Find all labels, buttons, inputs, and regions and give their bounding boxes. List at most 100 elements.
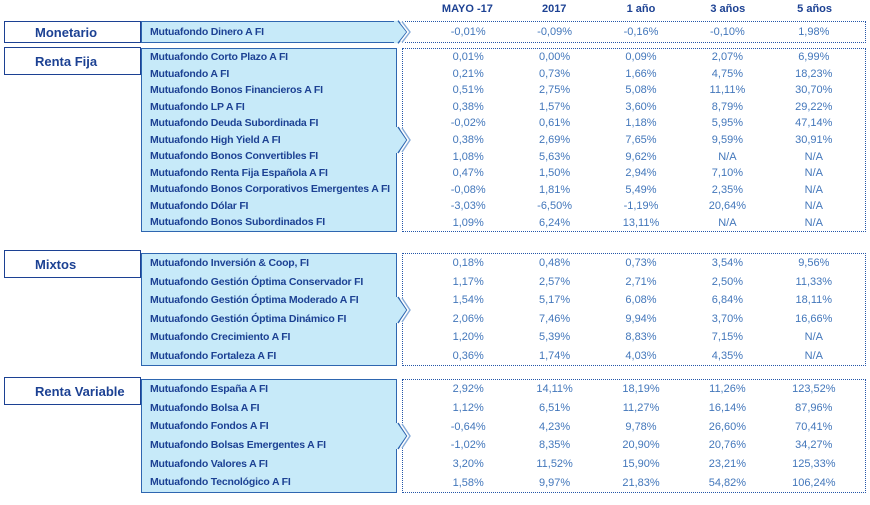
category-box: Renta Variable	[4, 377, 141, 405]
fund-value: 8,35%	[538, 439, 571, 452]
fund-value: 0,73%	[538, 67, 571, 80]
fund-value: 3,70%	[711, 312, 743, 325]
fund-value: 9,59%	[711, 134, 743, 146]
fund-value: 2,50%	[711, 275, 743, 288]
fund-value: 123,52%	[792, 383, 836, 396]
fund-value: 23,21%	[708, 458, 747, 471]
fund-name: Mutuafondo Fortaleza A FI	[150, 349, 277, 362]
fund-value: 54,82%	[708, 476, 747, 489]
fund-value: 1,12%	[452, 402, 484, 414]
fund-value: 20,64%	[708, 200, 747, 213]
fund-values-row: 3,20% 11,52% 15,90% 23,21% 125,33%	[425, 455, 857, 474]
fund-values-row: 0,18% 0,48% 0,73% 3,54% 9,56%	[425, 254, 857, 273]
category-box: Mixtos	[4, 250, 141, 278]
fund-value: 30,91%	[795, 134, 833, 146]
fund-value: 0,38%	[452, 134, 484, 146]
values-panel: 0,18% 0,48% 0,73% 3,54% 9,56% 1,17% 2,57% 2,71%…	[402, 253, 866, 366]
fund-name: Mutuafondo Gestión Óptima Dinámico FI	[150, 312, 347, 325]
fund-value: 1,74%	[538, 349, 571, 362]
fund-value: 6,24%	[538, 216, 571, 229]
fund-value: 6,99%	[798, 51, 830, 64]
fund-value: 26,60%	[708, 420, 747, 433]
fund-value: N/A	[804, 183, 823, 196]
fund-value: 4,35%	[711, 349, 743, 362]
fund-value: 20,90%	[622, 439, 660, 452]
fund-value: 18,23%	[795, 67, 833, 80]
fund-value: 18,19%	[622, 383, 660, 396]
fund-value: -0,64%	[450, 420, 486, 433]
fund-values-row: 0,36% 1,74% 4,03% 4,35% N/A	[425, 347, 857, 366]
fund-value: 1,50%	[538, 167, 571, 180]
fund-name: Mutuafondo Deuda Subordinada FI	[150, 117, 319, 130]
column-header-1ano: 1 año	[626, 3, 656, 15]
column-header-mayo17: MAYO -17	[441, 3, 493, 15]
fund-value: -0,02%	[450, 117, 486, 130]
fund-value: -0,09%	[537, 26, 573, 38]
fund-value: 47,14%	[795, 117, 833, 130]
fund-value: 8,83%	[625, 331, 657, 344]
fund-value: 0,36%	[452, 349, 484, 362]
fund-value: 30,70%	[795, 84, 833, 97]
fund-value: 5,49%	[625, 183, 657, 196]
fund-value: 0,51%	[452, 84, 484, 97]
fund-value: 70,41%	[795, 420, 833, 433]
fund-value: 1,57%	[538, 100, 571, 113]
fund-value: 87,96%	[795, 402, 833, 414]
fund-name: Mutuafondo A FI	[150, 67, 230, 80]
fund-value: 11,26%	[709, 383, 746, 396]
fund-values-row: -0,01% -0,09% -0,16% -0,10% 1,98%	[425, 22, 857, 42]
fund-value: 5,95%	[711, 117, 743, 130]
fund-value: 2,07%	[711, 51, 743, 64]
fund-values-row: 0,38% 2,69% 7,65% 9,59% 30,91%	[425, 132, 857, 149]
fund-value: 1,81%	[538, 183, 571, 196]
fund-value: 34,27%	[795, 439, 833, 452]
fund-value: 0,47%	[452, 167, 484, 180]
fund-value: 4,23%	[538, 420, 571, 433]
fund-value: 1,18%	[625, 117, 657, 130]
values-panel: -0,01% -0,09% -0,16% -0,10% 1,98%	[402, 21, 866, 43]
fund-value: -0,01%	[450, 26, 486, 38]
fund-name: Mutuafondo Bonos Corporativos Emergentes…	[150, 183, 390, 196]
fund-value: 1,66%	[625, 67, 657, 80]
fund-values-row: 1,20% 5,39% 8,83% 7,15% N/A	[425, 328, 857, 347]
fund-value: 29,22%	[795, 100, 833, 113]
fund-name: Mutuafondo España A FI	[150, 383, 268, 396]
category-box: Renta Fija	[4, 47, 141, 75]
fund-value: -6,50%	[537, 200, 573, 213]
fund-name: Mutuafondo Bolsa A FI	[150, 401, 260, 414]
fund-value: 11,11%	[709, 84, 746, 97]
fund-value: N/A	[804, 349, 823, 362]
fund-values-row: 0,21% 0,73% 1,66% 4,75% 18,23%	[425, 66, 857, 83]
fund-values-row: 0,38% 1,57% 3,60% 8,79% 29,22%	[425, 99, 857, 116]
fund-name: Mutuafondo Inversión & Coop, FI	[150, 257, 309, 269]
fund-value: 1,17%	[452, 275, 484, 288]
fund-value: 0,38%	[452, 100, 484, 113]
fund-value: 2,69%	[538, 134, 571, 146]
fund-value: 15,90%	[622, 458, 660, 471]
fund-value: 0,09%	[625, 51, 657, 64]
fund-value: -3,03%	[450, 200, 486, 213]
fund-values-row: -0,02% 0,61% 1,18% 5,95% 47,14%	[425, 115, 857, 132]
fund-value: 1,54%	[452, 294, 484, 307]
fund-value: 3,20%	[452, 458, 484, 471]
fund-value: 20,76%	[708, 439, 747, 452]
fund-value: N/A	[804, 167, 823, 180]
fund-value: N/A	[804, 200, 823, 213]
fund-value: N/A	[718, 216, 737, 229]
fund-values-row: 1,17% 2,57% 2,71% 2,50% 11,33%	[425, 273, 857, 292]
fund-values-row: 0,51% 2,75% 5,08% 11,11% 30,70%	[425, 82, 857, 99]
fund-values-row: 2,06% 7,46% 9,94% 3,70% 16,66%	[425, 310, 857, 329]
fund-name: Mutuafondo Gestión Óptima Moderado A FI	[150, 294, 359, 306]
fund-name: Mutuafondo Dólar FI	[150, 199, 249, 212]
fund-value: -1,19%	[623, 200, 659, 213]
fund-value: 6,51%	[538, 402, 571, 414]
fund-values-row: 1,08% 5,63% 9,62% N/A N/A	[425, 148, 857, 165]
values-panel: 2,92% 14,11% 18,19% 11,26% 123,52% 1,12% 6,51%…	[402, 379, 866, 493]
fund-name: Mutuafondo High Yield A FI	[150, 133, 281, 146]
fund-values-row: 2,92% 14,11% 18,19% 11,26% 123,52%	[425, 380, 857, 399]
fund-value: 7,46%	[538, 312, 571, 325]
fund-names-panel: Mutuafondo Inversión & Coop, FI Mutuafond…	[141, 253, 397, 366]
fund-value: 0,73%	[625, 257, 657, 270]
column-headers: MAYO -17 2017 1 año 3 años 5 años	[402, 3, 866, 17]
column-header-2017: 2017	[541, 3, 567, 15]
